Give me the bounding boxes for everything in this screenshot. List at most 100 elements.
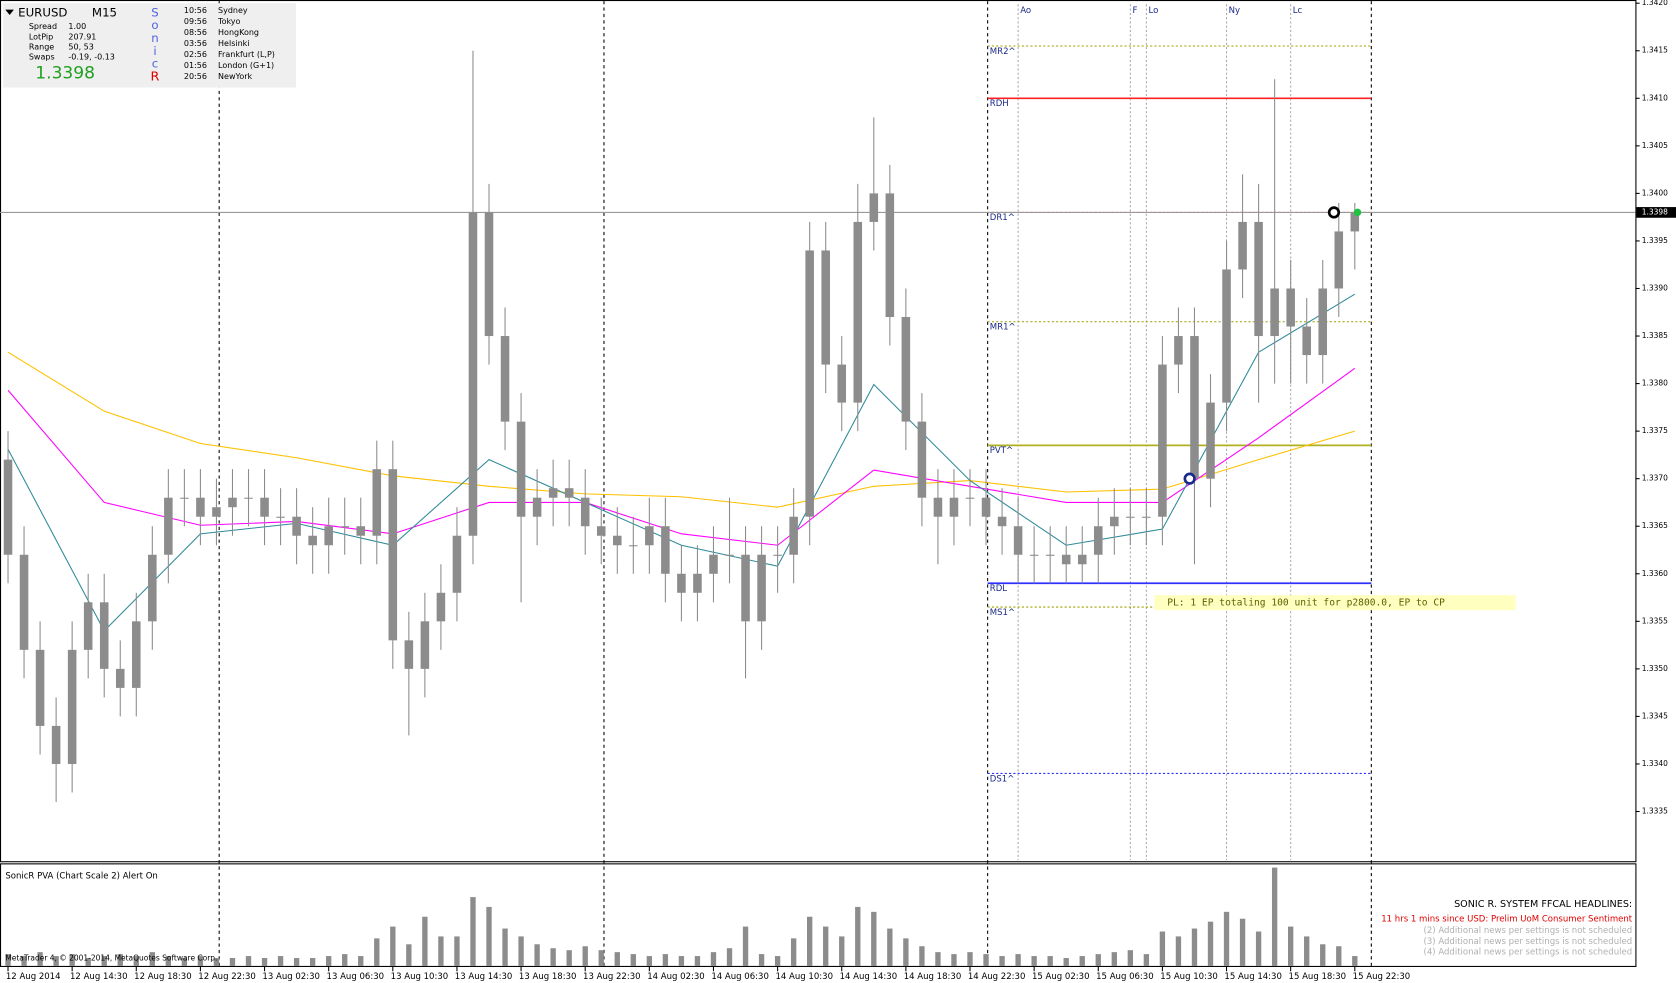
headlines-title: SONIC R. SYSTEM FFCAL HEADLINES: bbox=[1454, 899, 1632, 910]
candle-body bbox=[1061, 554, 1071, 565]
volume-bar bbox=[69, 954, 75, 966]
pivot-label: MR2^ bbox=[990, 47, 1016, 57]
candle-body bbox=[805, 250, 814, 517]
candle-body bbox=[1142, 516, 1151, 518]
info-value: -0.19, -0.13 bbox=[68, 53, 114, 62]
y-tick-label: 1.3400 bbox=[1642, 188, 1668, 197]
volume-bar bbox=[855, 906, 861, 966]
volume-bar bbox=[1143, 954, 1150, 966]
symbol-arrow bbox=[5, 9, 14, 15]
info-price: 1.3398 bbox=[35, 64, 95, 84]
volume-bar bbox=[293, 958, 300, 966]
volume-bar bbox=[245, 956, 252, 966]
candle-body bbox=[1270, 288, 1279, 337]
copyright: MetaTrader 4, © 2001-2014, MetaQuotes So… bbox=[5, 953, 217, 962]
x-tick-label: 13 Aug 14:30 bbox=[455, 972, 513, 982]
candle-body bbox=[1013, 526, 1023, 555]
volume-bar bbox=[790, 938, 797, 966]
candle-body bbox=[51, 725, 61, 764]
candle-body bbox=[1093, 526, 1103, 555]
volume-bar bbox=[646, 956, 653, 966]
candle-body bbox=[532, 497, 542, 517]
volume-bar bbox=[1239, 918, 1246, 966]
volume-bar bbox=[999, 956, 1005, 966]
candle-body bbox=[1302, 326, 1311, 356]
info-label: LotPip bbox=[29, 32, 53, 41]
candle-body bbox=[1254, 221, 1263, 337]
candle-body bbox=[869, 193, 879, 222]
candle-body bbox=[35, 649, 45, 726]
x-tick-label: 15 Aug 10:30 bbox=[1160, 972, 1218, 982]
candle-body bbox=[629, 545, 638, 547]
indicator-title: SonicR PVA (Chart Scale 2) Alert On bbox=[5, 872, 158, 882]
candle-body bbox=[1334, 231, 1344, 289]
volume-bar bbox=[277, 956, 284, 966]
pivot-label: RDH bbox=[990, 99, 1009, 109]
volume-bar bbox=[117, 954, 123, 966]
volume-bar bbox=[630, 954, 636, 966]
candle-body bbox=[356, 526, 366, 536]
volume-bar bbox=[1207, 921, 1214, 966]
info-panel bbox=[3, 3, 297, 88]
volume-bar bbox=[807, 916, 813, 966]
volume-bar bbox=[1336, 946, 1342, 966]
pivot-label: PVT^ bbox=[990, 446, 1013, 456]
candle-body bbox=[1174, 336, 1183, 365]
volume-bar bbox=[5, 954, 11, 966]
candle-body bbox=[773, 554, 782, 556]
volume-bar bbox=[1047, 956, 1053, 966]
volume-bar bbox=[197, 956, 204, 966]
candle-body bbox=[244, 497, 253, 499]
session-city: Helsinki bbox=[218, 39, 249, 48]
volume-bar bbox=[758, 954, 765, 966]
candle-body bbox=[516, 421, 526, 517]
volume-bar bbox=[678, 956, 685, 966]
session-time: 09:56 bbox=[184, 17, 207, 26]
volume-bar bbox=[1079, 956, 1085, 966]
y-tick-label: 1.3350 bbox=[1642, 664, 1668, 673]
candle-body bbox=[1110, 516, 1119, 527]
info-value: 50, 53 bbox=[68, 43, 93, 52]
volume-bar bbox=[935, 952, 941, 966]
headline: 11 hrs 1 mins since USD: Prelim UoM Cons… bbox=[1381, 914, 1633, 924]
session-time: 01:56 bbox=[184, 61, 207, 70]
candle-body bbox=[228, 497, 237, 508]
volume-bar bbox=[1095, 954, 1101, 966]
candle-body bbox=[340, 526, 349, 528]
y-tick-label: 1.3375 bbox=[1642, 426, 1668, 435]
candle-body bbox=[404, 640, 414, 669]
candle-body bbox=[1029, 554, 1039, 556]
volume-bar bbox=[470, 897, 476, 966]
plot-layers: Ao F Lo Ny Lc MR2^ RDH DR1^ MR1^ PVT^ RDL MS1^ DS1^ P… bbox=[0, 1, 1636, 967]
session-label: Lo bbox=[1149, 6, 1159, 16]
volume-bar bbox=[1304, 936, 1310, 966]
x-tick-label: 14 Aug 22:30 bbox=[968, 972, 1026, 982]
x-tick-label: 13 Aug 22:30 bbox=[583, 972, 641, 982]
session-label: Ao bbox=[1020, 6, 1031, 16]
candle-body bbox=[741, 554, 750, 622]
candle-body bbox=[1126, 516, 1135, 518]
volume-bar bbox=[1015, 954, 1021, 966]
volume-bar bbox=[101, 956, 107, 966]
volume-bar bbox=[1287, 926, 1294, 966]
candle-body bbox=[837, 364, 847, 403]
symbol: EURUSD bbox=[18, 5, 67, 19]
volume-bar bbox=[582, 946, 588, 966]
y-tick-label: 1.3420 bbox=[1642, 0, 1668, 7]
headline-note: (2) Additional news per settings is not … bbox=[1424, 926, 1633, 936]
volume-bar bbox=[1111, 952, 1117, 966]
candle-body bbox=[276, 516, 285, 518]
volume-bar bbox=[598, 950, 604, 966]
candle-body bbox=[83, 602, 93, 650]
info-label: Range bbox=[29, 43, 54, 52]
trade-marker bbox=[1327, 206, 1341, 219]
pivot-label: MR1^ bbox=[990, 323, 1016, 333]
candle-body bbox=[67, 649, 77, 764]
x-tick-label: 15 Aug 18:30 bbox=[1289, 972, 1347, 982]
y-tick-label: 1.3355 bbox=[1642, 616, 1668, 625]
x-tick-label: 13 Aug 02:30 bbox=[262, 972, 320, 982]
candle-body bbox=[1077, 554, 1087, 565]
candle-body bbox=[709, 554, 718, 574]
session-time: 20:56 bbox=[184, 72, 207, 81]
x-tick-label: 13 Aug 10:30 bbox=[391, 972, 449, 982]
